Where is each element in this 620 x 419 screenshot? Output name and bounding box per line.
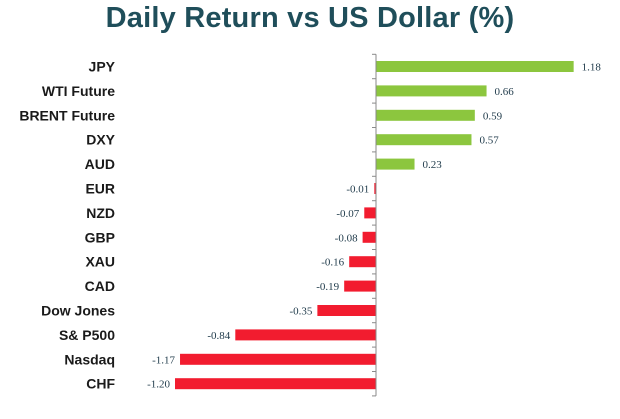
data-label: 0.57 [479, 135, 499, 147]
category-label: Dow Jones [41, 303, 115, 319]
data-label: -1.20 [147, 379, 170, 391]
category-label: EUR [85, 181, 115, 197]
category-label: BRENT Future [19, 107, 115, 123]
bar-brent-future [376, 109, 475, 121]
category-label: CHF [86, 376, 115, 392]
category-label: NZD [86, 205, 115, 221]
data-label: -0.35 [289, 306, 312, 318]
value-labels: 1.18 0.66 0.59 0.57 0.23 -0.01 -0.07 -0.08 -0.16… [147, 62, 601, 391]
category-labels: JPY WTI Future BRENT Future DXY AUD EUR NZD GBP… [19, 59, 115, 392]
bar-eur [374, 183, 376, 194]
category-label: XAU [85, 254, 115, 270]
data-label: -0.08 [335, 232, 358, 244]
data-label: 0.59 [483, 110, 503, 122]
chart-title: Daily Return vs US Dollar (%) [105, 2, 515, 34]
bar-gbp [362, 231, 376, 243]
data-label: -0.84 [207, 330, 230, 342]
data-label: -1.17 [152, 354, 175, 366]
bars-group [175, 61, 574, 390]
category-label: S& P500 [59, 327, 115, 343]
bar-xau [349, 256, 376, 268]
data-label: 1.18 [582, 62, 602, 74]
bar-wti-future [376, 85, 487, 97]
bar-aud [376, 158, 415, 170]
category-label: CAD [85, 278, 115, 294]
category-label: AUD [85, 156, 115, 172]
bar-jpy [376, 61, 574, 72]
data-label: 0.23 [423, 159, 443, 171]
category-label: JPY [89, 59, 116, 75]
data-label: -0.19 [316, 281, 339, 293]
data-label: -0.07 [336, 208, 359, 220]
bar-cad [344, 280, 376, 292]
bar-dxy [376, 134, 472, 146]
category-label: WTI Future [42, 83, 115, 99]
category-label: GBP [85, 229, 115, 245]
bar-nasdaq [180, 353, 376, 365]
data-label: -0.01 [346, 184, 369, 196]
bar-nzd [364, 207, 376, 219]
data-label: 0.66 [495, 86, 515, 98]
category-label: Nasdaq [64, 351, 115, 367]
data-label: -0.16 [321, 257, 344, 269]
bar-s-p500 [235, 329, 376, 341]
category-label: DXY [86, 132, 115, 148]
bar-dow-jones [317, 305, 376, 316]
bar-chf [175, 378, 376, 390]
value-axis [372, 53, 377, 397]
